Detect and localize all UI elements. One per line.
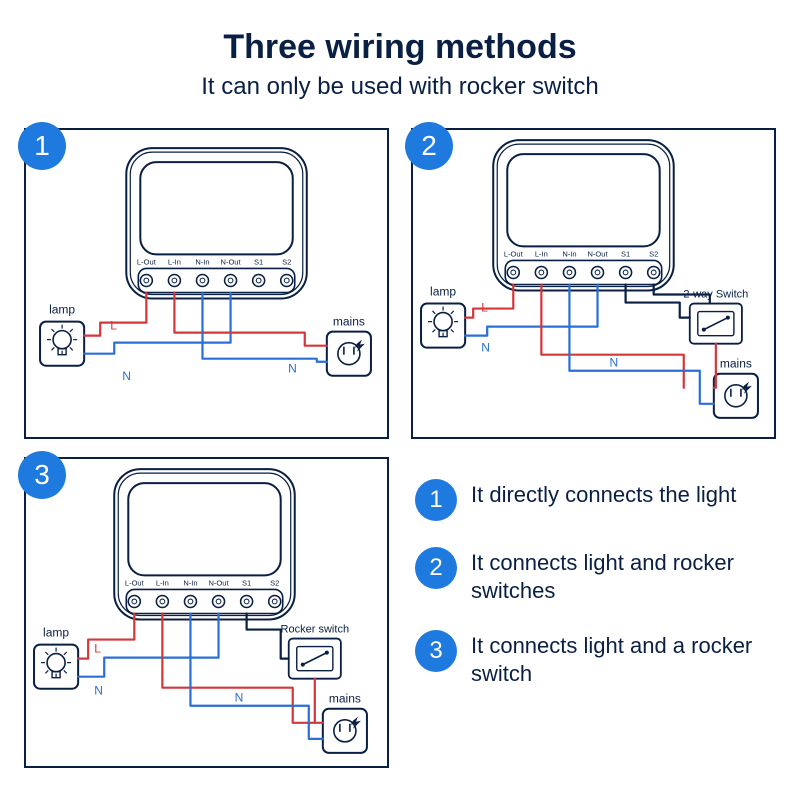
svg-text:mains: mains <box>333 315 365 329</box>
panel-3-badge: 3 <box>18 451 66 499</box>
panel-2-cell: 2 L-OutL-InN-InN-OutS1S2lamp2-way Switch… <box>411 128 776 439</box>
svg-text:S1: S1 <box>621 249 630 258</box>
panel-1-svg: L-Out L-In N-In N-Out S1 S2 lamp mains L N N <box>26 130 387 437</box>
panel-2-svg: L-OutL-InN-InN-OutS1S2lamp2-way Switchma… <box>413 130 774 437</box>
legend-text-2: It connects light and rocker switches <box>471 547 770 604</box>
svg-text:N: N <box>235 691 244 705</box>
svg-text:L-In: L-In <box>535 249 548 258</box>
svg-text:L: L <box>94 642 101 656</box>
svg-text:S2: S2 <box>282 257 291 266</box>
panel-3: 3 L-OutL-InN-InN-OutS1S2lampRocker switc… <box>24 457 389 768</box>
legend-badge-1: 1 <box>415 479 457 521</box>
svg-text:mains: mains <box>329 692 361 706</box>
legend-row-1: 1 It directly connects the light <box>415 479 770 521</box>
svg-text:N: N <box>481 341 490 355</box>
legend-row-2: 2 It connects light and rocker switches <box>415 547 770 604</box>
svg-text:L: L <box>110 319 117 333</box>
svg-text:mains: mains <box>720 357 752 371</box>
page-title: Three wiring methods <box>0 28 800 67</box>
svg-text:N-In: N-In <box>195 257 209 266</box>
svg-text:N-In: N-In <box>562 249 576 258</box>
legend-cell: 1 It directly connects the light 2 It co… <box>411 457 776 768</box>
legend-text-1: It directly connects the light <box>471 479 736 509</box>
panel-1-badge: 1 <box>18 122 66 170</box>
panel-2-badge: 2 <box>405 122 453 170</box>
svg-text:L-Out: L-Out <box>125 578 145 587</box>
svg-text:L-Out: L-Out <box>137 257 157 266</box>
svg-text:N-Out: N-Out <box>221 257 242 266</box>
panel-1: 1 L-OutL-InN-InN-OutS1S2lampmainsLNN <box>24 128 389 439</box>
svg-text:N-In: N-In <box>183 578 197 587</box>
svg-text:L-Out: L-Out <box>504 249 524 258</box>
svg-text:N: N <box>288 362 297 376</box>
legend-badge-2: 2 <box>415 547 457 589</box>
diagram-grid: 1 L-Out L-In N-In N-Out S1 S2 lamp mains L N N 2 L… <box>24 128 776 768</box>
panel-3-cell: 3 L-OutL-InN-InN-OutS1S2lampRocker switc… <box>24 457 389 768</box>
svg-text:N: N <box>94 684 103 698</box>
svg-text:N-Out: N-Out <box>209 578 230 587</box>
legend-text-3: It connects light and a rocker switch <box>471 630 770 687</box>
panel-1-cell: 1 L-OutL-InN-InN-OutS1S2lampmainsLNN <box>24 128 389 439</box>
svg-text:N: N <box>122 369 131 383</box>
svg-text:S2: S2 <box>270 578 279 587</box>
svg-text:L-In: L-In <box>156 578 169 587</box>
svg-text:lamp: lamp <box>49 303 75 317</box>
svg-text:lamp: lamp <box>430 285 456 299</box>
legend-row-3: 3 It connects light and a rocker switch <box>415 630 770 687</box>
svg-text:lamp: lamp <box>43 626 69 640</box>
legend: 1 It directly connects the light 2 It co… <box>411 457 776 768</box>
svg-text:L-In: L-In <box>168 257 181 266</box>
svg-text:S2: S2 <box>649 249 658 258</box>
svg-text:S1: S1 <box>242 578 251 587</box>
svg-text:L: L <box>481 301 488 315</box>
page-subtitle: It can only be used with rocker switch <box>0 73 800 101</box>
svg-text:N: N <box>610 356 619 370</box>
svg-text:S1: S1 <box>254 257 263 266</box>
legend-badge-3: 3 <box>415 630 457 672</box>
panel-3-svg: L-Out L-In N-In N-Out S1 S2 lamp Rocker switch m… <box>26 459 387 766</box>
panel-2: 2 L-OutL-InN-InN-OutS1S2lamp2-way Switch… <box>411 128 776 439</box>
svg-text:Rocker switch: Rocker switch <box>281 624 350 636</box>
svg-text:N-Out: N-Out <box>587 249 608 258</box>
